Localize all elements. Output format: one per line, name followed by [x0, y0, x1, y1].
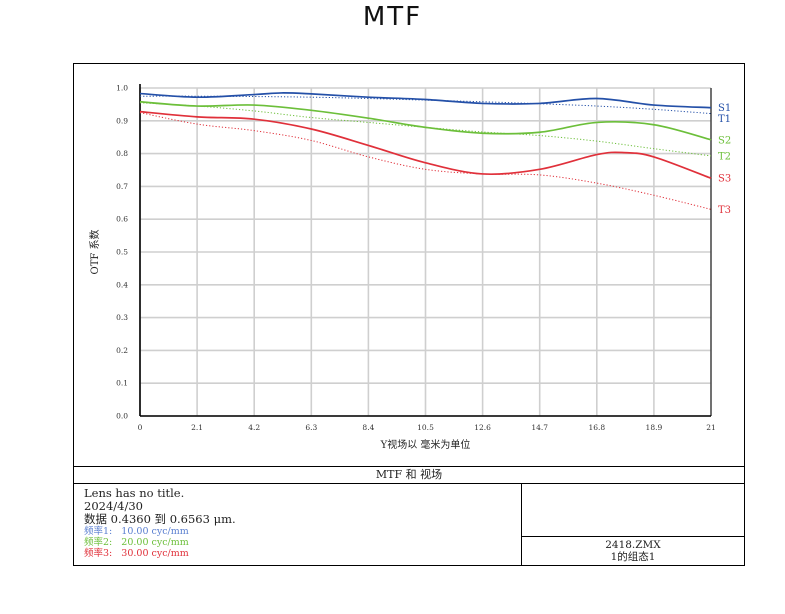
- y-tick-label: 0.7: [116, 182, 128, 191]
- y-tick-label: 0.0: [116, 412, 128, 421]
- chart-caption: MTF 和 视场: [73, 466, 745, 484]
- y-tick-label: 0.5: [116, 248, 128, 257]
- y-tick-label: 1.0: [116, 84, 128, 93]
- series-label-s3: S3: [718, 174, 731, 185]
- file-info: 2418.ZMX 1的组态1: [521, 539, 745, 563]
- series-label-t1: T1: [718, 114, 731, 125]
- series-label-t2: T2: [718, 151, 731, 162]
- y-tick-label: 0.6: [116, 215, 128, 224]
- x-tick-label: 8.4: [362, 423, 374, 432]
- y-tick-label: 0.2: [116, 346, 128, 355]
- info-block: Lens has no title. 2024/4/30 数据 0.4360 到…: [84, 486, 236, 560]
- x-tick-label: 4.2: [248, 423, 260, 432]
- y-tick-label: 0.8: [116, 149, 128, 158]
- file-name: 2418.ZMX: [605, 539, 661, 551]
- y-tick-label: 0.3: [116, 313, 128, 322]
- series-label-s2: S2: [718, 135, 731, 146]
- x-tick-label: 0: [138, 423, 143, 432]
- series-line-s2: [139, 100, 712, 141]
- x-tick-label: 10.5: [417, 423, 434, 432]
- x-tick-label: 12.6: [474, 423, 491, 432]
- lens-title: Lens has no title.: [84, 486, 185, 500]
- series-line-t1: [139, 95, 712, 115]
- config-name: 1的组态1: [610, 551, 656, 563]
- y-tick-label: 0.9: [116, 116, 128, 125]
- series-label-t3: T3: [718, 205, 731, 216]
- plot-frame: [73, 63, 745, 566]
- wavelength-range: 数据 0.4360 到 0.6563 μm.: [84, 512, 236, 526]
- y-tick-label: 0.1: [116, 379, 128, 388]
- frequency-1: 频率1: 10.00 cyc/mm: [84, 526, 189, 537]
- x-tick-label: 21: [706, 423, 716, 432]
- y-tick-label: 0.4: [116, 280, 128, 289]
- series-line-t3: [139, 112, 712, 210]
- series-line-s3: [139, 110, 712, 179]
- info-divider-vertical: [521, 484, 522, 566]
- frequency-3: 频率3: 30.00 cyc/mm: [84, 548, 189, 559]
- x-tick-label: 18.9: [646, 423, 663, 432]
- x-tick-label: 14.7: [531, 423, 548, 432]
- series-line-s1: [139, 92, 712, 109]
- x-tick-label: 2.1: [191, 423, 203, 432]
- page-title: MTF: [362, 2, 423, 32]
- info-divider-horizontal: [521, 536, 745, 537]
- x-tick-label: 16.8: [588, 423, 605, 432]
- y-axis-label: OTF 系数: [88, 230, 101, 275]
- x-axis-label: Y视场以 毫米为单位: [380, 438, 471, 451]
- x-tick-label: 6.3: [305, 423, 317, 432]
- frequency-2: 频率2: 20.00 cyc/mm: [84, 537, 189, 548]
- series-label-s1: S1: [718, 103, 731, 114]
- date: 2024/4/30: [84, 499, 143, 513]
